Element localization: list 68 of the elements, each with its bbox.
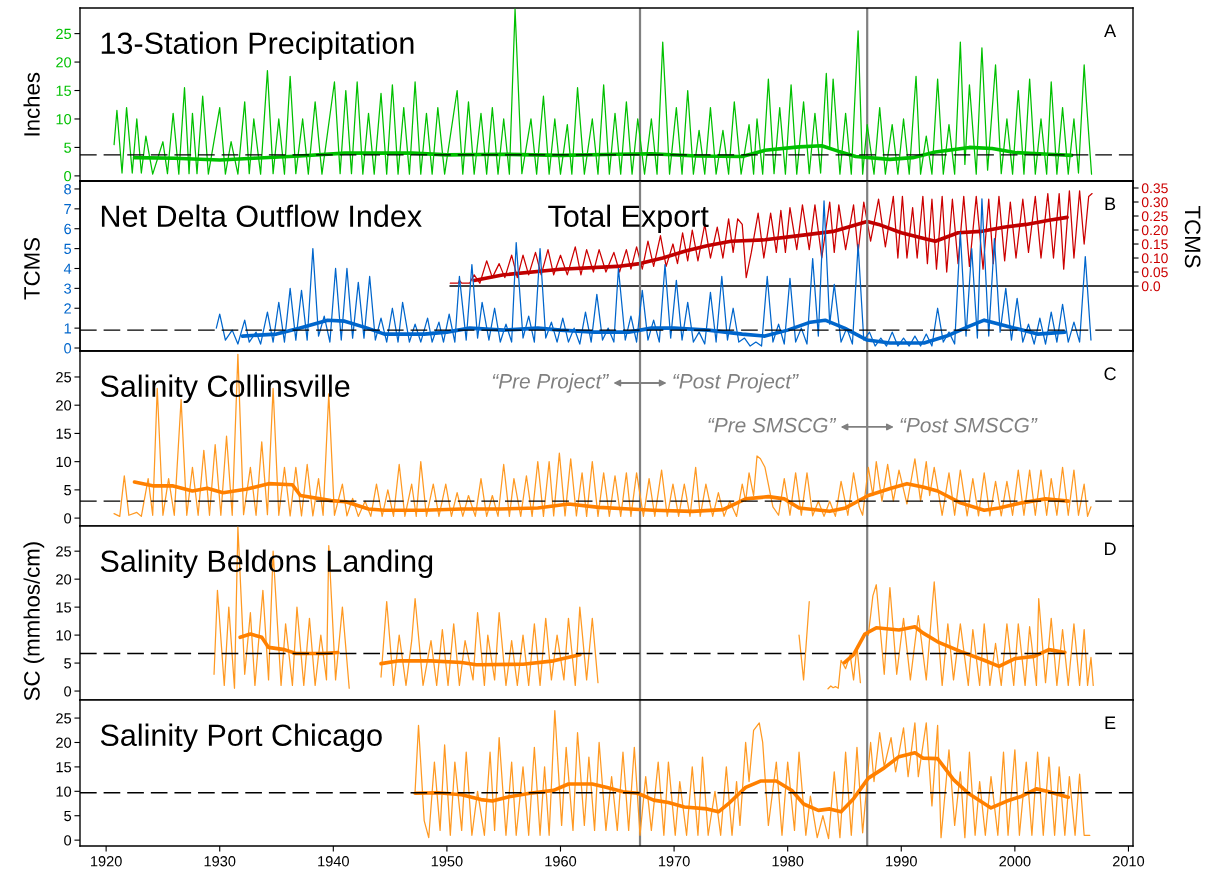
y-tick-label: 15: [56, 602, 72, 613]
y-tick-label: 15: [56, 762, 72, 773]
y-tick-label: 10: [56, 630, 72, 641]
y-tick-label: 5: [64, 658, 72, 669]
y-tick-label: 0: [64, 513, 72, 524]
x-tick-label: 1950: [431, 856, 463, 867]
y-tick-label: 0: [64, 170, 72, 182]
annotation: D: [1105, 542, 1116, 555]
annotation: A: [1104, 24, 1117, 37]
annotation: “Post SMSCG”: [900, 417, 1038, 433]
annotation: “Pre SMSCG”: [708, 417, 837, 433]
x-tick-label: 1990: [886, 856, 917, 867]
y-tick-label: 7: [64, 204, 71, 215]
y-tick-label: 5: [64, 142, 72, 153]
y-tick-label: 20: [56, 737, 72, 748]
y-tick-label: 5: [64, 243, 72, 255]
text: Net Delta Outflow Index: [101, 204, 422, 228]
y-tick-label: 3: [64, 283, 72, 294]
annotation: B: [1105, 197, 1116, 210]
x-tick-label: 1920: [91, 856, 122, 867]
y-tick-label: 15: [56, 428, 72, 439]
y-tick-label: 10: [56, 786, 72, 797]
text: Salinity Port Chicago: [100, 723, 382, 753]
y-tick-label: 5: [64, 810, 72, 822]
y-axis-title: TCMS: [24, 238, 40, 300]
y-tick-label: 4: [63, 263, 72, 274]
y-tick-label: 1: [64, 323, 71, 334]
y2-tick-label: 0.0: [1141, 281, 1161, 292]
x-tick-label: 1980: [772, 856, 804, 867]
y-tick-label: 10: [56, 114, 72, 125]
x-tick-label: 1970: [658, 856, 690, 867]
text: 13-Station Precipitation: [101, 31, 414, 61]
y-tick-label: 0: [64, 686, 72, 697]
annotation: “Post Project”: [673, 373, 799, 393]
y2-tick-label: 0.10: [1141, 253, 1168, 264]
y-tick-label: 25: [56, 372, 72, 383]
y-tick-label: 25: [56, 546, 72, 557]
x-tick-label: 2000: [999, 856, 1031, 867]
y2-tick-label: 0.05: [1141, 267, 1168, 278]
y2-tick-label: 0.25: [1141, 211, 1168, 222]
y-tick-label: 20: [56, 574, 72, 585]
y-tick-label: 20: [56, 57, 72, 68]
y-tick-label: 8: [64, 184, 72, 195]
x-tick-label: 1960: [545, 856, 577, 867]
y-tick-label: 6: [64, 223, 72, 235]
annotation: Total Export: [548, 204, 709, 234]
y-tick-label: 25: [56, 28, 72, 40]
y-tick-label: 2: [64, 303, 71, 314]
y2-axis-title: TCMS: [1184, 206, 1201, 268]
annotation: “Pre Project”: [492, 373, 609, 393]
y-tick-label: 25: [56, 713, 72, 724]
y2-tick-label: 0.20: [1141, 225, 1168, 236]
y-tick-label: 10: [56, 456, 72, 468]
y-tick-label: 0: [64, 835, 72, 846]
y-tick-label: 15: [56, 85, 72, 96]
y-tick-label: 20: [56, 400, 72, 411]
annotation: C: [1104, 367, 1116, 381]
x-tick-label: 1930: [204, 856, 236, 867]
y-axis-title: Inches: [23, 72, 40, 136]
x-tick-label: 1940: [318, 856, 349, 867]
y-tick-label: 0: [64, 343, 72, 354]
y2-tick-label: 0.15: [1141, 239, 1168, 250]
annotation: E: [1105, 716, 1116, 729]
y2-tick-label: 0.30: [1141, 197, 1168, 208]
y-axis-title: SC (mmhos/cm): [23, 542, 45, 701]
x-tick-label: 2010: [1112, 856, 1145, 867]
y-tick-label: 5: [64, 485, 72, 496]
y2-tick-label: 0.35: [1141, 183, 1168, 194]
